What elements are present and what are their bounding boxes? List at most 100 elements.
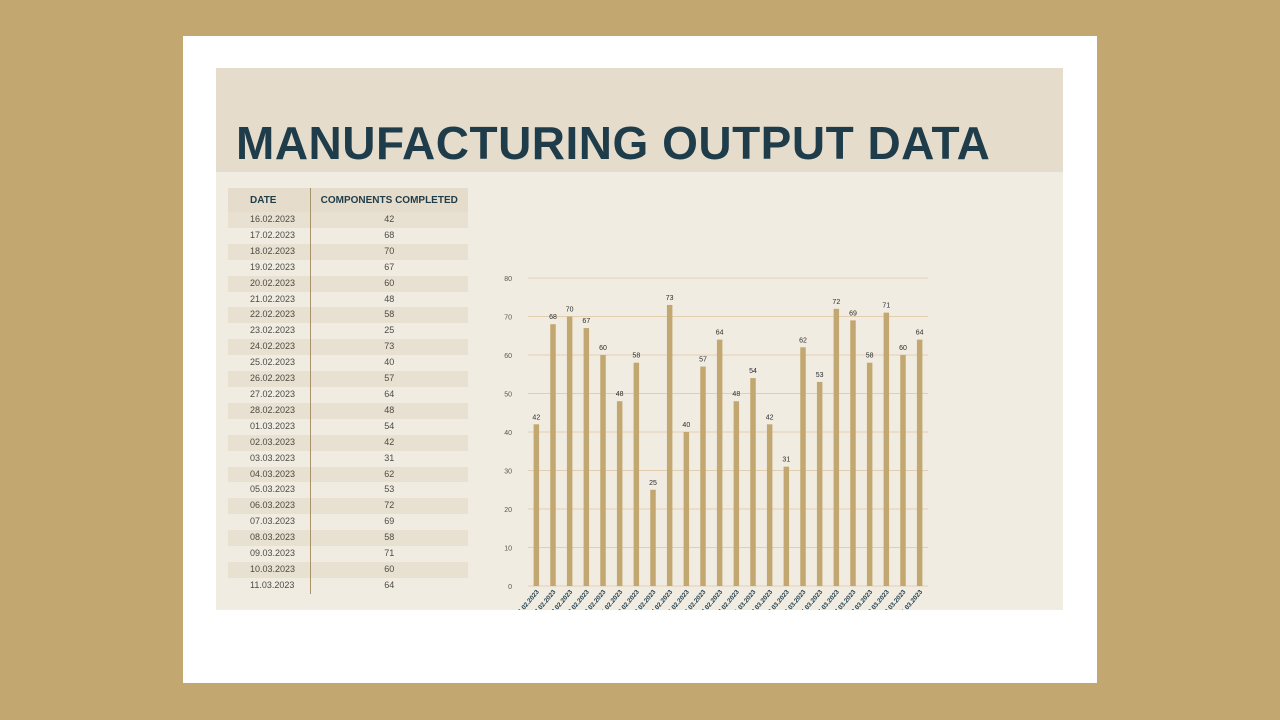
table-row: 06.03.2023 72 xyxy=(228,498,468,515)
y-tick-label: 30 xyxy=(504,469,512,476)
title-band: MANUFACTURING OUTPUT DATA xyxy=(216,68,1063,172)
data-label: 69 xyxy=(849,310,857,317)
cell-components: 42 xyxy=(310,212,468,228)
bar xyxy=(816,381,823,586)
cell-date: 17.02.2023 xyxy=(228,227,311,244)
table-row: 19.02.2023 67 xyxy=(228,259,468,276)
table-row: 07.03.2023 69 xyxy=(228,514,468,531)
table-row: 22.02.2023 58 xyxy=(228,307,468,324)
table-row: 20.02.2023 60 xyxy=(228,275,468,292)
bar xyxy=(600,355,606,586)
cell-components: 48 xyxy=(310,291,468,308)
bar xyxy=(583,328,590,586)
cell-date: 28.02.2023 xyxy=(228,402,311,419)
cell-date: 21.02.2023 xyxy=(228,291,311,308)
data-label: 54 xyxy=(749,368,757,375)
output-table: DATE COMPONENTS COMPLETED 16.02.2023 42 17… xyxy=(228,188,468,594)
cell-date: 10.03.2023 xyxy=(228,561,311,578)
y-tick-label: 10 xyxy=(504,546,512,553)
bar xyxy=(833,308,840,586)
table-row: 10.03.2023 60 xyxy=(228,561,468,578)
data-label: 60 xyxy=(599,345,607,352)
cell-components: 42 xyxy=(310,434,468,451)
bar xyxy=(866,362,873,586)
bar xyxy=(800,347,806,586)
cell-date: 19.02.2023 xyxy=(228,259,311,276)
data-label: 70 xyxy=(566,307,574,314)
bar xyxy=(916,339,923,586)
table-row: 25.02.2023 40 xyxy=(228,355,468,372)
data-label: 62 xyxy=(799,337,807,344)
table-row: 24.02.2023 73 xyxy=(228,339,468,356)
bar xyxy=(733,401,740,586)
cell-components: 71 xyxy=(310,546,468,562)
data-label: 58 xyxy=(866,353,874,360)
cell-date: 27.02.2023 xyxy=(228,386,311,403)
data-label: 60 xyxy=(899,345,907,352)
table-row: 17.02.2023 68 xyxy=(228,227,468,244)
cell-date: 02.03.2023 xyxy=(228,434,311,451)
data-label: 25 xyxy=(649,480,657,487)
column-header-date: DATE xyxy=(228,188,311,212)
cell-date: 26.02.2023 xyxy=(228,371,311,387)
table-row: 04.03.2023 62 xyxy=(228,466,468,483)
cell-date: 05.03.2023 xyxy=(228,482,311,499)
bar xyxy=(550,324,556,586)
table-row: 28.02.2023 48 xyxy=(228,402,468,419)
y-tick-label: 70 xyxy=(504,315,512,322)
cell-components: 62 xyxy=(310,466,468,483)
data-label: 64 xyxy=(916,330,924,337)
bar xyxy=(883,312,890,586)
slide: MANUFACTURING OUTPUT DATA DATE COMPONENT… xyxy=(183,36,1097,683)
cell-date: 25.02.2023 xyxy=(228,355,311,372)
bar xyxy=(633,362,640,586)
table-row: 18.02.2023 70 xyxy=(228,243,468,260)
y-tick-label: 50 xyxy=(504,392,512,399)
cell-date: 20.02.2023 xyxy=(228,275,311,292)
data-label: 67 xyxy=(582,318,590,325)
content-panel: MANUFACTURING OUTPUT DATA DATE COMPONENT… xyxy=(216,68,1063,610)
cell-components: 25 xyxy=(310,323,468,340)
cell-components: 70 xyxy=(310,243,468,260)
data-label: 48 xyxy=(616,391,624,398)
cell-components: 57 xyxy=(310,371,468,387)
data-label: 53 xyxy=(816,372,824,379)
data-label: 42 xyxy=(766,414,774,421)
cell-date: 06.03.2023 xyxy=(228,498,311,515)
cell-components: 73 xyxy=(310,339,468,356)
cell-components: 60 xyxy=(310,275,468,292)
cell-components: 53 xyxy=(310,482,468,499)
bar xyxy=(616,401,623,586)
cell-components: 72 xyxy=(310,498,468,515)
cell-date: 03.03.2023 xyxy=(228,450,311,467)
cell-date: 04.03.2023 xyxy=(228,466,311,483)
table-body: 16.02.2023 42 17.02.2023 68 18.02.2023 70 19.0… xyxy=(228,212,468,594)
cell-components: 40 xyxy=(310,355,468,372)
cell-components: 60 xyxy=(310,561,468,578)
cell-components: 68 xyxy=(310,227,468,244)
data-label: 57 xyxy=(699,357,707,364)
y-tick-label: 40 xyxy=(504,430,512,437)
cell-date: 18.02.2023 xyxy=(228,243,311,260)
table-row: 02.03.2023 42 xyxy=(228,434,468,451)
data-label: 31 xyxy=(782,457,790,464)
table-row: 03.03.2023 31 xyxy=(228,450,468,467)
cell-components: 67 xyxy=(310,259,468,276)
cell-date: 11.03.2023 xyxy=(228,577,311,594)
table-row: 16.02.2023 42 xyxy=(228,212,468,228)
cell-date: 22.02.2023 xyxy=(228,307,311,324)
cell-components: 58 xyxy=(310,530,468,547)
data-label: 73 xyxy=(666,295,674,302)
y-tick-label: 80 xyxy=(504,276,512,283)
cell-date: 16.02.2023 xyxy=(228,212,311,228)
cell-components: 48 xyxy=(310,402,468,419)
table-row: 08.03.2023 58 xyxy=(228,530,468,547)
cell-components: 64 xyxy=(310,577,468,594)
bar xyxy=(766,424,773,586)
cell-components: 69 xyxy=(310,514,468,531)
table-row: 23.02.2023 25 xyxy=(228,323,468,340)
data-label: 68 xyxy=(549,314,557,321)
cell-date: 23.02.2023 xyxy=(228,323,311,340)
bar xyxy=(850,320,856,586)
column-header-components: COMPONENTS COMPLETED xyxy=(310,188,468,212)
